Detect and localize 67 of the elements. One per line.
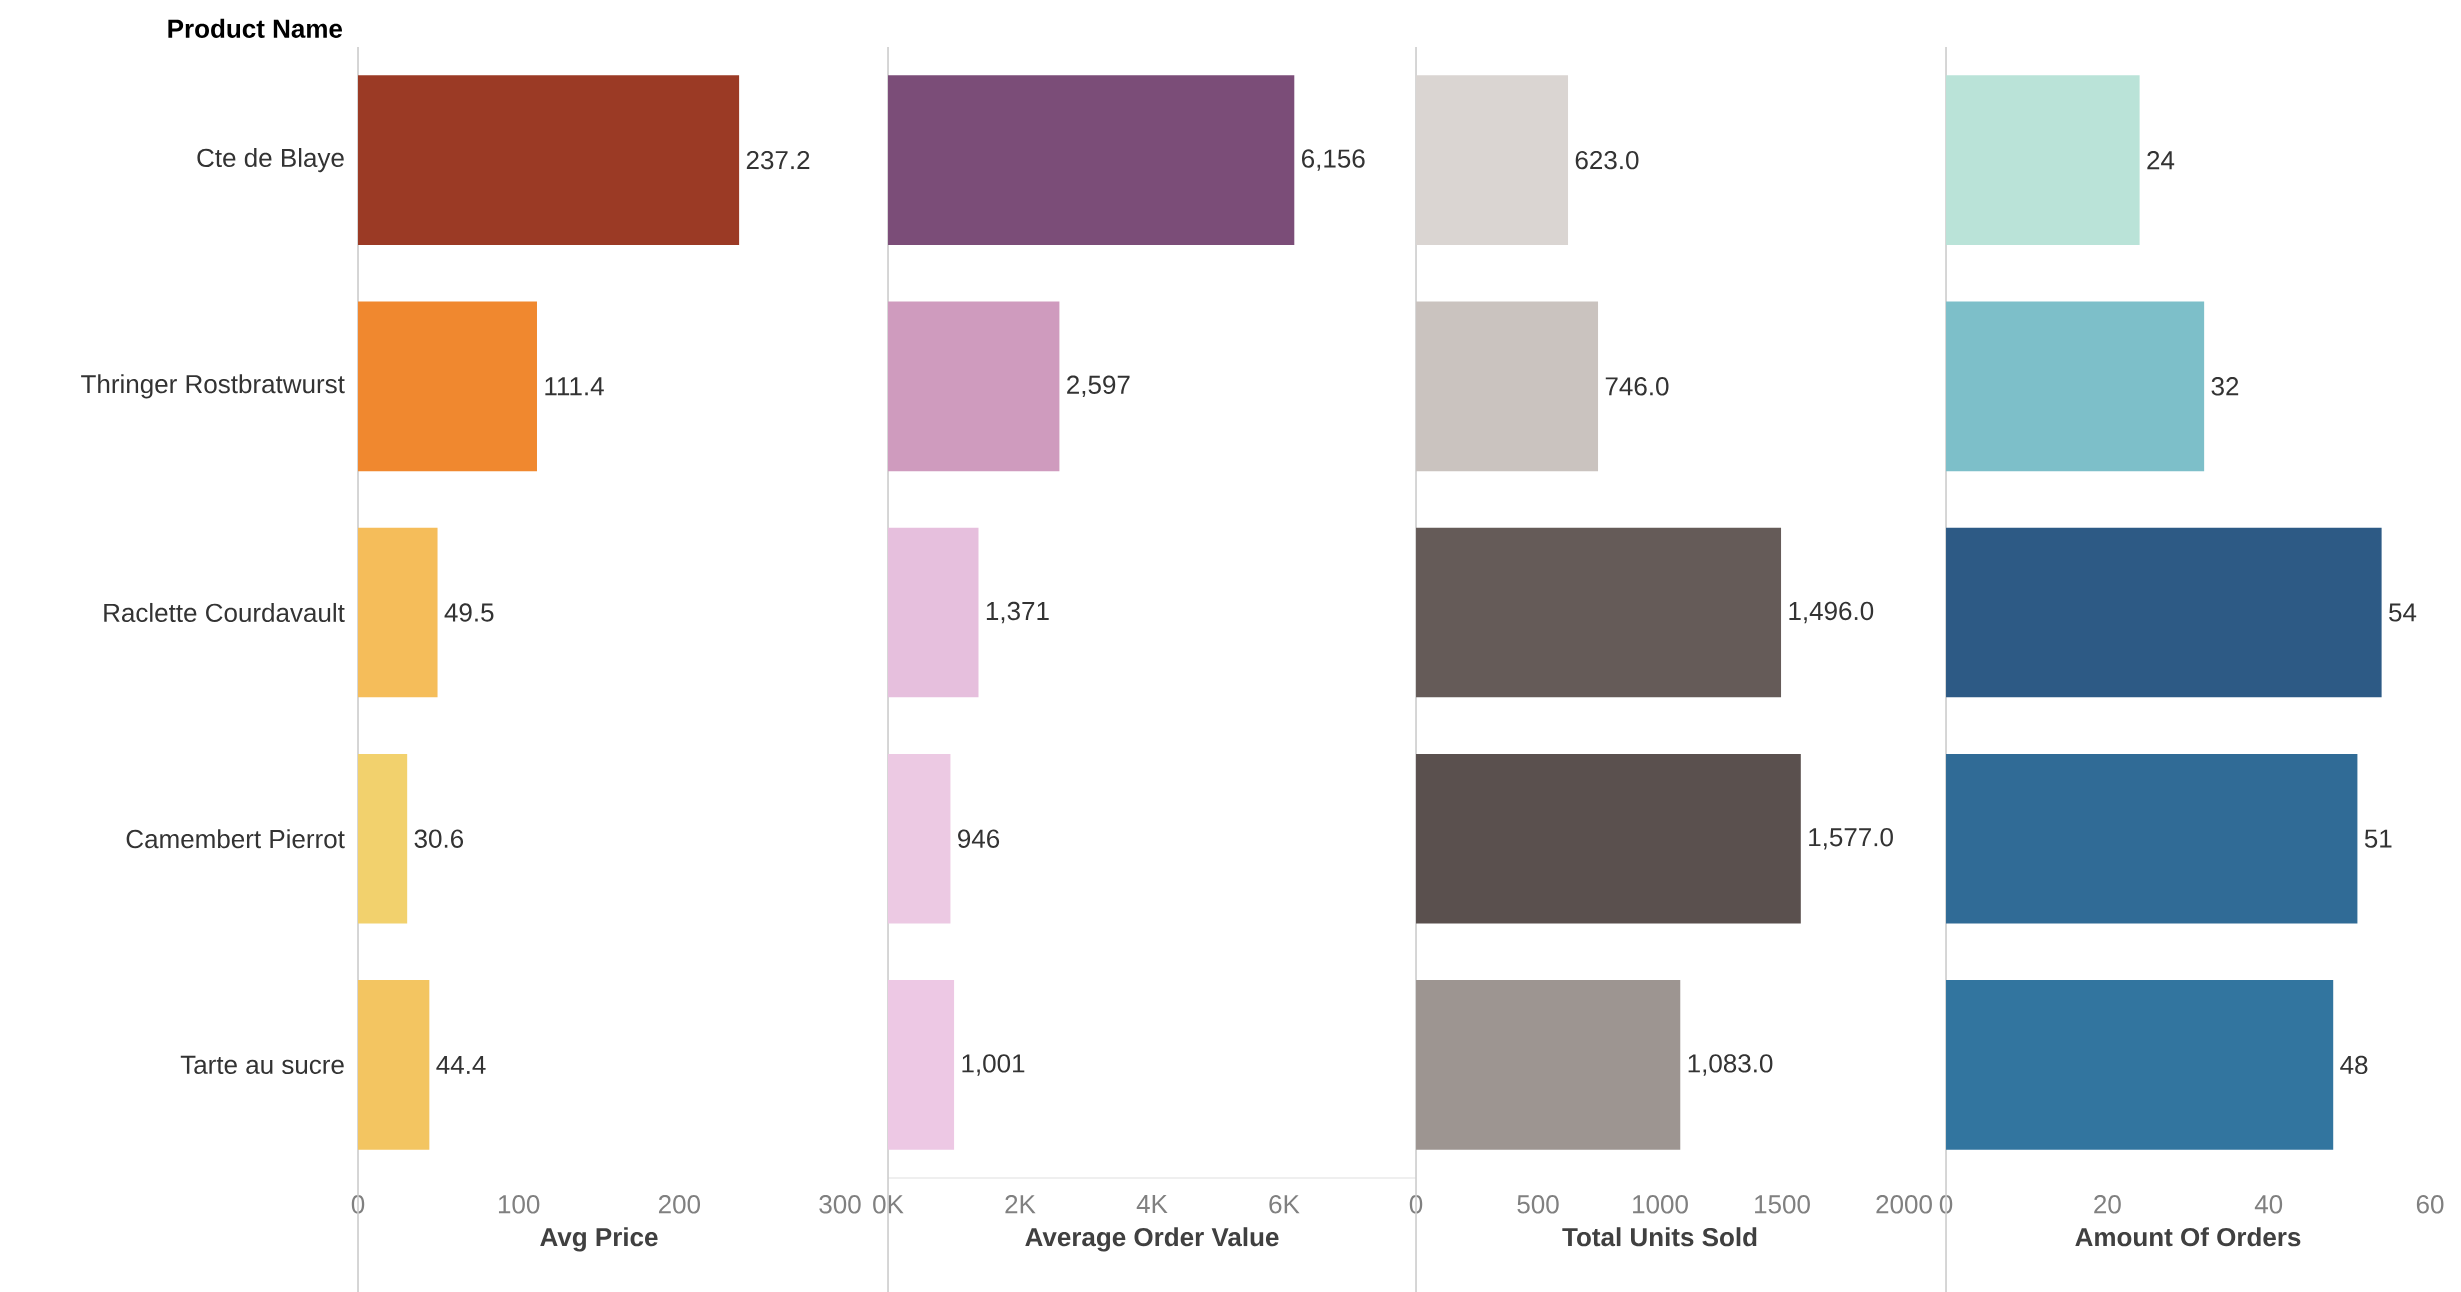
bar [358,527,438,698]
y-tick-label: Tarte au sucre [180,1055,344,1074]
bar [1946,301,2205,472]
x-tick-label: 1000 [1633,1195,1688,1214]
bar [358,753,408,924]
x-tick-label: 0K [873,1195,904,1214]
data-label: 623.0 [1575,150,1639,170]
data-label: 1,577.0 [1809,827,1893,850]
x-tick-label: 6K [1269,1195,1300,1214]
data-label: 1,083.0 [1688,1054,1773,1076]
data-label: 1,371 [986,601,1049,624]
data-label: 54 [2389,603,2417,622]
data-label: 51 [2364,829,2392,848]
y-axis-title: Product Name [168,18,343,38]
x-tick-label: 0 [1409,1195,1423,1214]
bar [888,301,1060,472]
x-tick-label: 60 [2416,1195,2444,1214]
x-tick-label: 4K [1136,1195,1168,1213]
data-label: 111.4 [545,377,604,396]
x-axis-title: Avg Price [540,1227,658,1252]
x-tick-label: 500 [1517,1195,1559,1214]
data-label: 44.4 [436,1055,486,1074]
bar [888,753,951,924]
x-axis-title: Average Order Value [1025,1227,1279,1252]
x-tick-label: 1500 [1755,1195,1810,1214]
x-tick-label: 2000 [1876,1195,1932,1214]
bar [358,980,430,1150]
data-label: 746.0 [1605,377,1669,396]
x-axis-title: Amount Of Orders [2075,1227,2301,1247]
data-label: 24 [2147,151,2175,170]
bar [888,980,955,1150]
y-tick-label: Cte de Blaye [197,147,344,173]
x-axis-title: Total Units Sold [1562,1227,1757,1247]
bar [358,301,537,472]
y-tick-label: Raclette Courdavault [104,602,345,623]
bar [1416,753,1801,924]
x-tick-label: 0 [1939,1195,1953,1214]
data-label: 6,156 [1302,149,1365,171]
data-label: 49.5 [444,603,494,622]
bar [1946,980,2334,1150]
x-tick-label: 0 [351,1195,365,1214]
x-tick-label: 20 [2094,1195,2121,1214]
bar [1416,75,1569,245]
bar [358,75,740,245]
data-label: 237.2 [746,150,810,170]
bar [1946,75,2140,245]
x-tick-label: 2K [1005,1195,1036,1214]
y-tick-label: Thringer Rostbratwurst [81,374,345,399]
bar [888,527,979,698]
bar [1416,301,1599,472]
x-tick-label: 200 [658,1195,701,1214]
data-label: 32 [2211,377,2239,396]
bar [1946,527,2382,698]
data-label: 946 [958,829,1000,848]
data-label: 1,496.0 [1789,601,1874,624]
x-tick-label: 300 [819,1195,861,1214]
bar [1416,527,1782,698]
data-label: 48 [2340,1055,2368,1075]
bar [1416,980,1681,1150]
data-label: 2,597 [1067,375,1130,398]
data-label: 1,001 [962,1054,1025,1076]
bar [888,75,1295,245]
y-tick-label: Camembert Pierrot [126,829,345,849]
x-tick-label: 40 [2254,1195,2283,1214]
x-tick-label: 100 [498,1195,540,1214]
data-label: 30.6 [414,829,464,848]
bar [1946,753,2358,924]
